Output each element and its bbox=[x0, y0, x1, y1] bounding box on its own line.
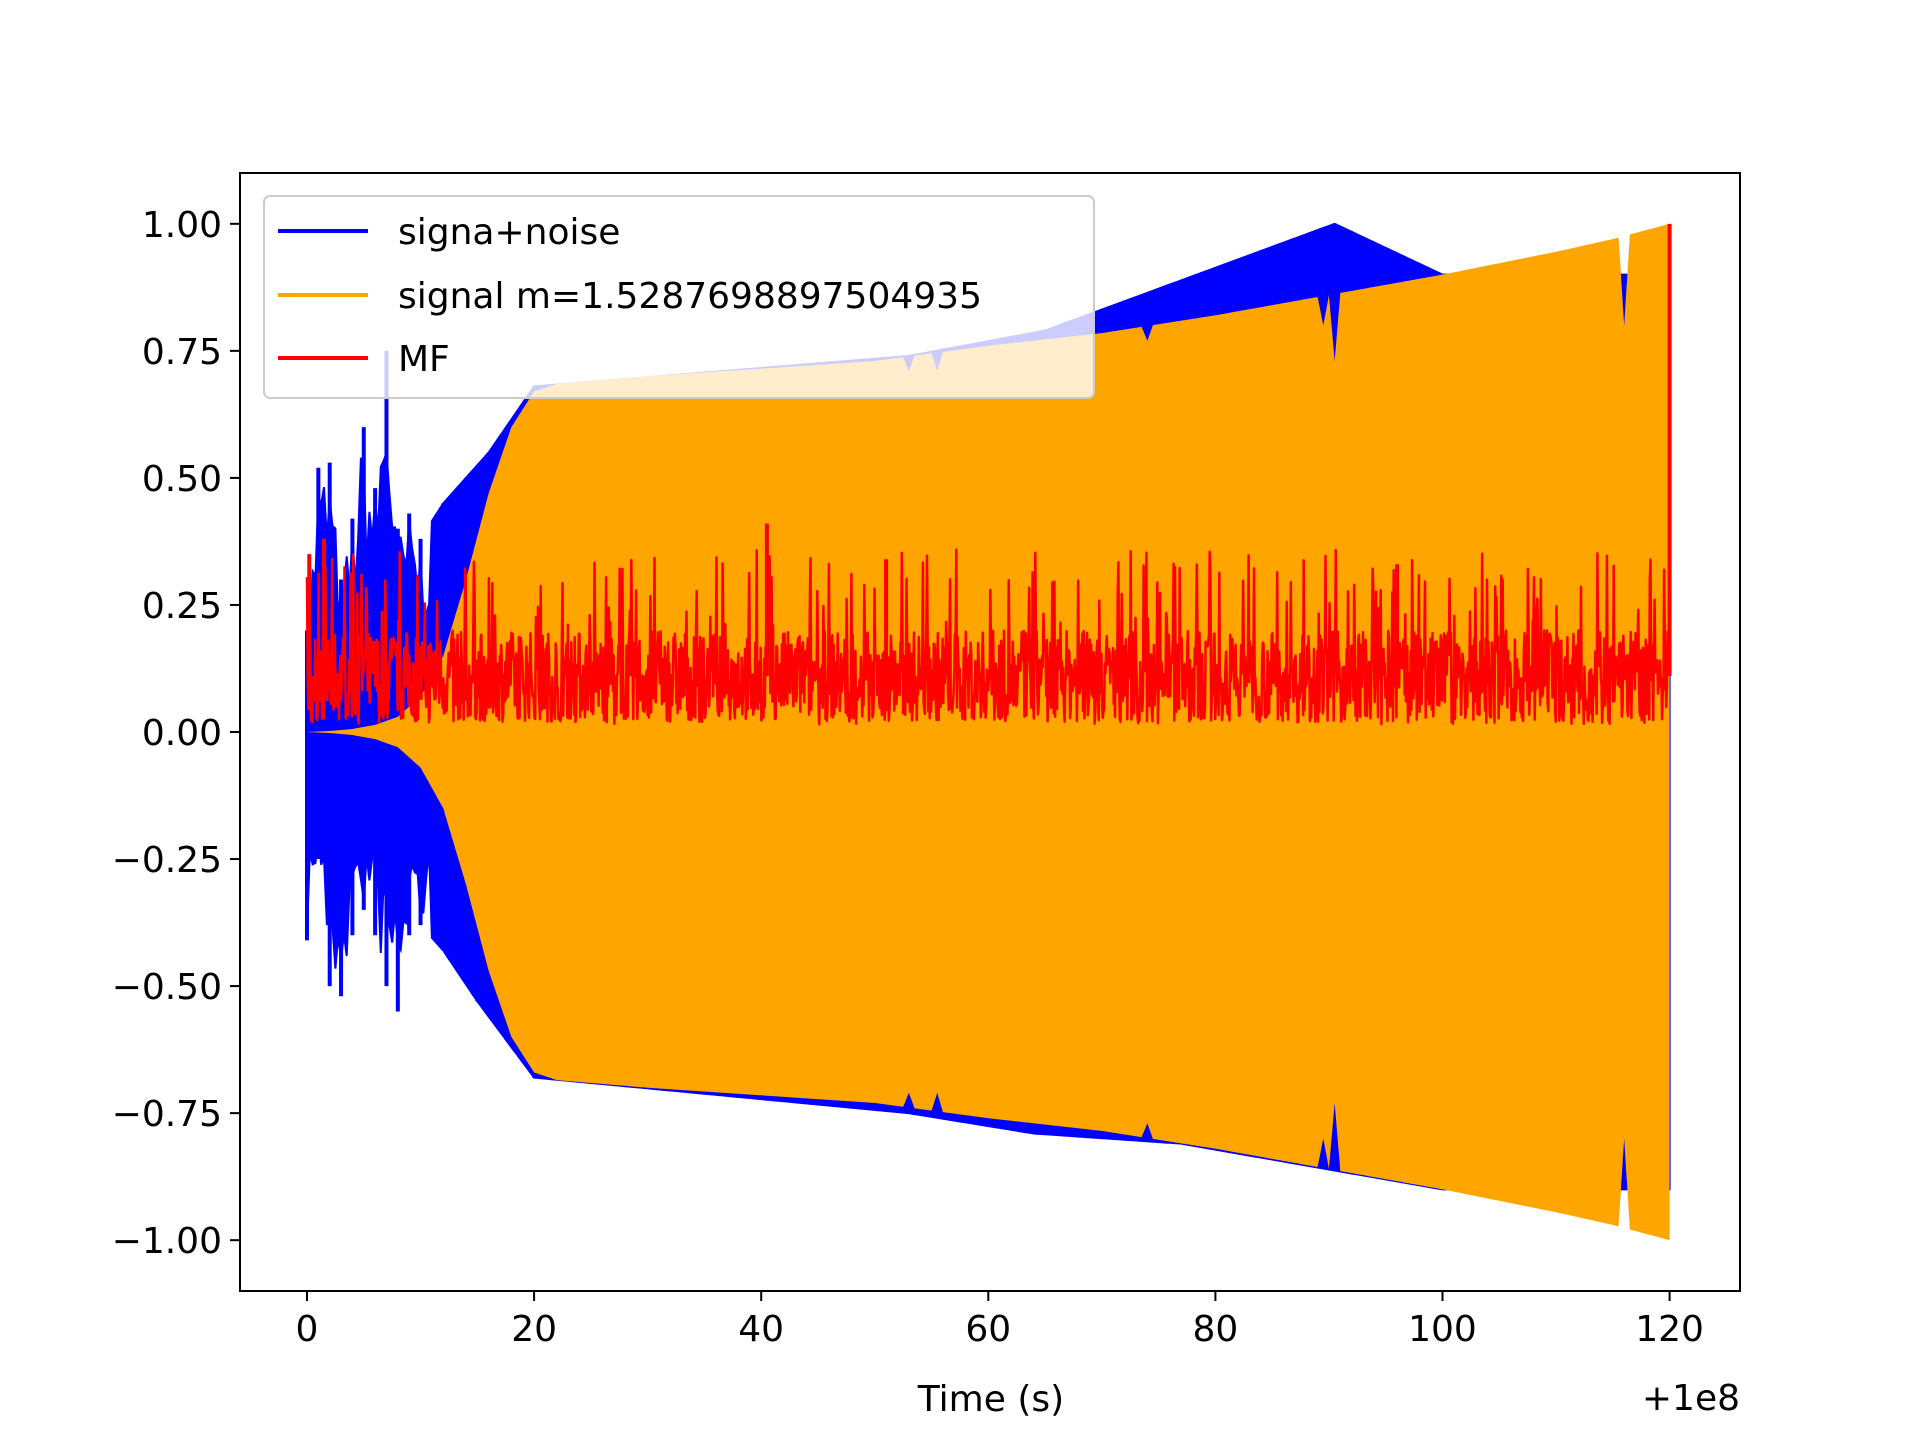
x-tick-label-3: 60 bbox=[965, 1309, 1011, 1350]
legend-label-signal: signal m=1.5287698897504935 bbox=[398, 276, 982, 317]
y-tick-label-2: 0.50 bbox=[142, 459, 222, 500]
y-tick-label-0: 1.00 bbox=[142, 205, 222, 246]
y-tick-label-6: −0.50 bbox=[112, 967, 222, 1008]
legend-label-mf: MF bbox=[398, 339, 450, 380]
x-tick-label-1: 20 bbox=[511, 1309, 557, 1350]
series-signal-line bbox=[307, 223, 1670, 1241]
x-tick-label-6: 120 bbox=[1635, 1309, 1704, 1350]
legend: signa+noise signal m=1.5287698897504935 … bbox=[263, 195, 1095, 399]
x-axis-offset-label: +1e8 bbox=[1642, 1378, 1740, 1419]
y-tick-label-4: 0.00 bbox=[142, 713, 222, 754]
x-tick-label-2: 40 bbox=[738, 1309, 784, 1350]
y-tick-label-1: 0.75 bbox=[142, 332, 222, 373]
series-layer bbox=[304, 222, 1672, 1241]
mf-line-trace bbox=[305, 548, 1671, 726]
y-tick-label-5: −0.25 bbox=[112, 840, 222, 881]
legend-box bbox=[263, 195, 1095, 399]
y-tick-label-3: 0.25 bbox=[142, 586, 222, 627]
y-tick-label-7: −0.75 bbox=[112, 1094, 222, 1135]
x-tick-label-4: 80 bbox=[1192, 1309, 1238, 1350]
legend-label-signa-noise: signa+noise bbox=[398, 212, 620, 253]
series-mf-line bbox=[305, 223, 1672, 726]
x-tick-label-0: 0 bbox=[296, 1309, 319, 1350]
y-tick-label-8: −1.00 bbox=[112, 1221, 222, 1262]
x-tick-label-5: 100 bbox=[1408, 1309, 1477, 1350]
x-axis-label: Time (s) bbox=[917, 1379, 1064, 1420]
x-axis: 0 20 40 60 80 100 120 bbox=[296, 1291, 1704, 1350]
y-axis: 1.00 0.75 0.50 0.25 0.00 −0.25 −0.50 −0.75 −1.00 bbox=[112, 205, 240, 1262]
